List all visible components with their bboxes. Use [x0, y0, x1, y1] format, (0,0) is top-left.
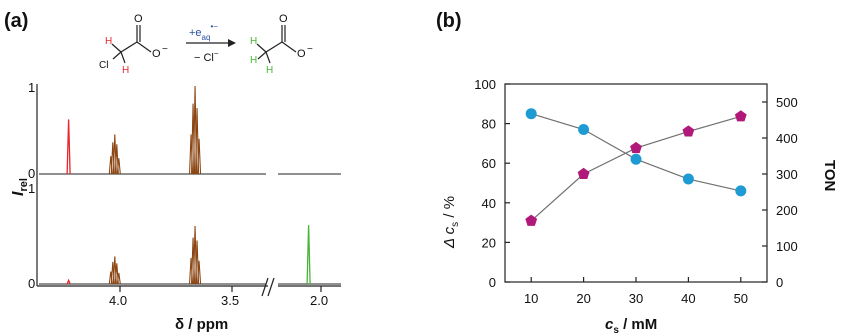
plot-b-y-right-tick-label: 0 [776, 275, 783, 290]
delta-cs-point [735, 185, 747, 197]
spectrum-peak-acetate [306, 225, 311, 285]
plot-b-y-right-tick-label: 300 [776, 167, 798, 182]
spectrum-peak-other [108, 134, 121, 175]
spectra-axes [36, 84, 341, 297]
product-h3: H [266, 65, 273, 76]
plot-b-y-right-tick-label: 100 [776, 239, 798, 254]
product-o2: O [297, 48, 306, 60]
delta-cs-point [525, 108, 537, 120]
reactant-cl: Cl [99, 60, 108, 71]
plot-b-y-left-tick-label: 100 [474, 77, 496, 92]
spectrum-peak-chloroacetate [66, 119, 71, 175]
spectra-x-tick-4.0: 4.0 [109, 293, 127, 308]
plot-b-series [525, 108, 747, 226]
reactant-h1: H [105, 36, 112, 47]
spectrum-top-tick-1: 1 [28, 80, 35, 95]
spectrum-peak-other [189, 226, 202, 285]
plot-b-y-right-tick-label: 500 [776, 95, 798, 110]
plot-b-y-left-tick-label: 80 [482, 117, 496, 132]
panel-b: (b) 10 20 30 40 5002040608010001002003004005… [436, 10, 838, 336]
plot-b-y-left-tick-label: 20 [482, 235, 496, 250]
spectra-y-label: Irel [10, 178, 30, 196]
ton-point [525, 214, 538, 226]
plot-b-x-label: cs / mM [605, 316, 657, 336]
reaction-scheme: O O − H H Cl +eaq•− − Cl− O O − H H [99, 13, 313, 76]
plot-b-y-left-tick-label: 0 [489, 275, 496, 290]
spectra-x-tick-3.5: 3.5 [221, 293, 239, 308]
delta-cs-point [578, 124, 590, 136]
plot-b-frame [504, 83, 768, 283]
ton-point [682, 125, 695, 137]
plot-b-y-right-tick-label: 200 [776, 203, 798, 218]
spectrum-peak-other [108, 256, 121, 285]
spectrum-peak-other [189, 85, 202, 175]
product-h2: H [250, 55, 257, 66]
plot-b-x-tick-label: 40 [681, 291, 695, 306]
product-h1: H [250, 36, 257, 47]
reactant-o1: O [134, 13, 143, 25]
spectrum-peak-chloroacetate [66, 278, 71, 285]
plot-b-x-tick-label: 30 [629, 291, 643, 306]
reactant-o2: O [152, 48, 161, 60]
spectra-plot [39, 85, 341, 285]
spectra-x-label: δ / ppm [175, 316, 228, 333]
spectra-x-tick-2.0: 2.0 [310, 293, 328, 308]
plot-b-y-right-label: TON [821, 160, 838, 191]
delta-cs-point [630, 153, 642, 165]
panel-a: (a) O O − H H Cl +eaq•− − Cl− [4, 10, 341, 333]
plot-b-y-left-tick-label: 60 [482, 156, 496, 171]
plot-b-y-left-tick-label: 40 [482, 196, 496, 211]
product-structure [256, 25, 297, 64]
reactant-h2: H [122, 65, 129, 76]
plot-b-x-tick-label: 50 [734, 291, 748, 306]
plot-b-x-tick-label: 10 [524, 291, 538, 306]
panel-a-label: (a) [4, 10, 28, 32]
byproduct-chloride: − Cl− [194, 49, 219, 64]
reactant-o2-charge: − [162, 44, 168, 55]
delta-cs-point [682, 173, 694, 185]
plot-b-y-left-label: Δ cs / % [441, 196, 461, 249]
plot-b-series-line-right [530, 115, 741, 222]
reagent-electron: +eaq•− [189, 22, 218, 42]
spectrum-top-tick-0: 0 [28, 166, 35, 181]
spectrum-bottom-tick-0: 0 [28, 276, 35, 291]
reaction-arrowhead [228, 39, 236, 47]
plot-b-y-right-tick-label: 400 [776, 131, 798, 146]
plot-b-x-tick-label: 20 [576, 291, 590, 306]
product-o2-charge: − [307, 44, 313, 55]
reactant-structure [111, 25, 152, 64]
ton-point [630, 141, 642, 154]
panel-b-label: (b) [436, 10, 462, 32]
spectrum-bottom-tick-1: 1 [28, 181, 35, 196]
product-o1: O [279, 13, 288, 25]
ton-point [734, 110, 747, 122]
ton-point [577, 167, 590, 180]
